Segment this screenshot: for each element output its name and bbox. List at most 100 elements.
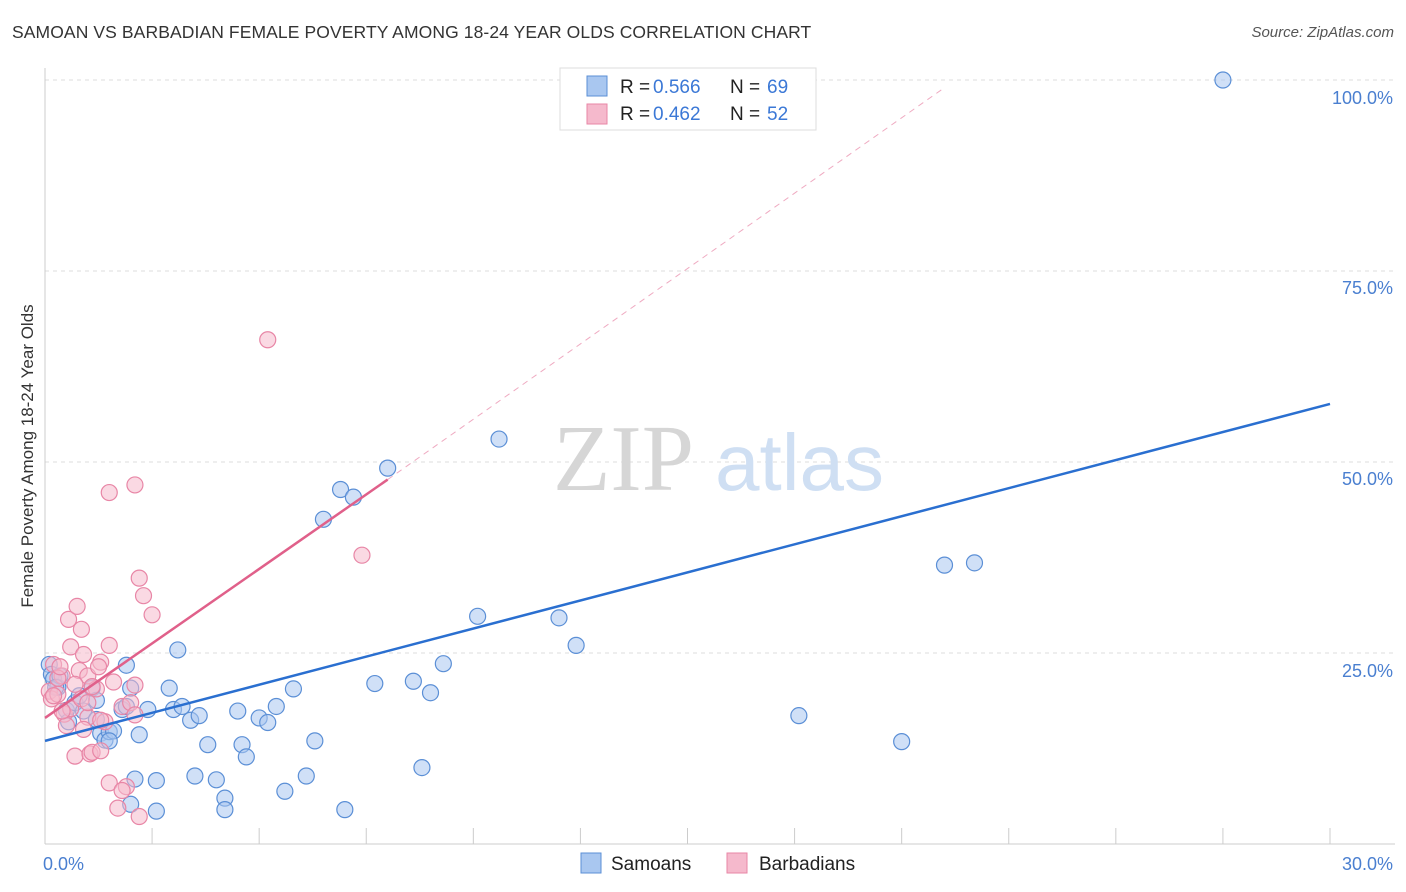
samoans-point bbox=[306, 732, 324, 750]
samoans-point bbox=[421, 684, 440, 702]
samoans-point bbox=[216, 801, 234, 819]
bottom-legend-label-samoans: Samoans bbox=[611, 854, 691, 875]
samoans-point bbox=[434, 655, 452, 673]
samoans-point bbox=[190, 707, 208, 725]
y-tick-label-50: 50.0% bbox=[1342, 469, 1393, 489]
grid-lines bbox=[45, 79, 1395, 654]
bottom-legend-label-barbadians: Barbadians bbox=[759, 854, 855, 875]
samoans-point bbox=[379, 459, 397, 477]
bottom-legend-swatch-barbadians bbox=[726, 852, 748, 874]
samoans-point bbox=[186, 767, 204, 785]
trend-lines bbox=[44, 87, 1331, 743]
samoans-point bbox=[550, 609, 568, 627]
legend-r-label-barbadians: R = bbox=[620, 104, 655, 125]
barbadians-point bbox=[126, 676, 144, 694]
samoans-point bbox=[117, 656, 135, 674]
samoans-point bbox=[567, 636, 585, 654]
legend-n-label-barbadians: N = bbox=[730, 104, 765, 125]
axes bbox=[44, 68, 1395, 845]
barbadians-point bbox=[66, 675, 84, 693]
barbadians-point bbox=[113, 781, 131, 800]
barbadians-point bbox=[134, 587, 153, 605]
samoans-point bbox=[331, 480, 350, 499]
legend-n-label-samoans: N = bbox=[730, 77, 765, 98]
barbadians-point bbox=[109, 799, 127, 817]
samoans-point bbox=[267, 697, 285, 716]
barbadians-trend-line bbox=[44, 478, 389, 719]
x-tick-label-30: 30.0% bbox=[1342, 854, 1393, 874]
samoans-point bbox=[237, 748, 255, 766]
legend-r-value-barbadians: 0.462 bbox=[653, 104, 701, 125]
legend-n-value-samoans: 69 bbox=[767, 77, 788, 98]
barbadians-point bbox=[74, 645, 93, 664]
y-tick-label-75: 75.0% bbox=[1342, 278, 1393, 298]
samoans-point bbox=[469, 607, 487, 625]
watermark: ZIP atlas bbox=[553, 407, 884, 511]
source-label: Source: ZipAtlas.com bbox=[1251, 24, 1394, 41]
samoans-point bbox=[147, 771, 165, 790]
barbadians-point bbox=[130, 569, 148, 587]
barbadians-point bbox=[62, 638, 80, 656]
barbadians-point bbox=[89, 658, 108, 676]
samoans-point bbox=[259, 713, 277, 732]
samoans-point bbox=[490, 430, 508, 448]
y-axis-label: Female Poverty Among 18-24 Year Olds bbox=[18, 304, 37, 607]
legend-r-label-samoans: R = bbox=[620, 77, 655, 98]
samoans-point bbox=[130, 726, 148, 744]
samoans-point bbox=[366, 674, 384, 693]
barbadians-point bbox=[100, 774, 118, 792]
barbadians-point bbox=[92, 742, 110, 760]
legend-swatch-samoans bbox=[586, 75, 608, 97]
legend-swatch-barbadians bbox=[586, 103, 608, 125]
barbadians-trend-extension bbox=[387, 87, 945, 480]
legend: R = 0.566 N = 69 R = 0.462 N = 52 bbox=[559, 67, 817, 131]
barbadians-point bbox=[51, 658, 69, 676]
samoans-point bbox=[229, 702, 247, 720]
samoans-point bbox=[199, 736, 217, 754]
bottom-legend-swatch-samoans bbox=[580, 852, 602, 874]
samoans-point bbox=[404, 672, 422, 690]
barbadians-point bbox=[259, 331, 277, 349]
barbadians-point bbox=[143, 606, 161, 624]
barbadians-point bbox=[68, 597, 86, 615]
barbadians-point bbox=[126, 476, 144, 494]
bottom-legend: Samoans Barbadians bbox=[580, 852, 855, 875]
samoans-point bbox=[893, 733, 911, 751]
barbadians-point bbox=[44, 687, 63, 705]
barbadians-point bbox=[59, 610, 78, 628]
legend-r-value-samoans: 0.566 bbox=[653, 77, 701, 98]
samoans-point bbox=[276, 782, 294, 800]
x-tick-marks bbox=[44, 828, 1331, 844]
legend-n-value-barbadians: 52 bbox=[767, 104, 788, 125]
samoans-point bbox=[284, 680, 303, 698]
samoans-point bbox=[297, 767, 315, 785]
samoans-points bbox=[40, 71, 1232, 820]
barbadians-point bbox=[72, 620, 91, 638]
chart-title: SAMOAN VS BARBADIAN FEMALE POVERTY AMONG… bbox=[12, 22, 812, 42]
samoans-trend-line bbox=[44, 402, 1331, 743]
barbadians-point bbox=[100, 483, 118, 502]
samoans-point bbox=[147, 802, 165, 820]
x-tick-label-0: 0.0% bbox=[43, 854, 84, 874]
y-tick-label-100: 100.0% bbox=[1332, 88, 1393, 108]
watermark-zip: ZIP bbox=[553, 407, 694, 511]
watermark-atlas: atlas bbox=[715, 418, 884, 507]
barbadians-point bbox=[104, 673, 123, 691]
samoans-point bbox=[1214, 71, 1232, 89]
y-tick-label-25: 25.0% bbox=[1342, 661, 1393, 681]
samoans-point bbox=[413, 758, 431, 777]
barbadians-point bbox=[66, 747, 84, 765]
samoans-point bbox=[160, 679, 178, 697]
barbadians-point bbox=[100, 636, 118, 654]
barbadians-point bbox=[130, 807, 148, 826]
barbadians-point bbox=[57, 716, 76, 735]
samoans-point bbox=[336, 801, 354, 819]
samoans-point bbox=[169, 641, 187, 659]
barbadians-point bbox=[353, 546, 371, 564]
samoans-point bbox=[790, 707, 808, 725]
samoans-point bbox=[965, 554, 984, 572]
samoans-point bbox=[935, 556, 954, 574]
samoans-point bbox=[207, 771, 225, 789]
barbadians-point bbox=[79, 694, 97, 712]
